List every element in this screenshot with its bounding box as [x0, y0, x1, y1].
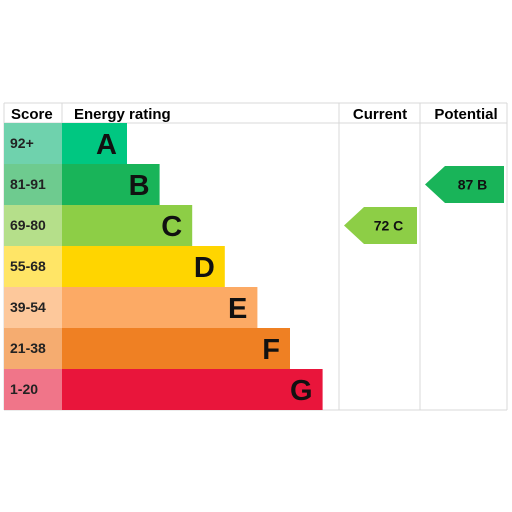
band-bar-f	[62, 328, 290, 369]
band-bar-e	[62, 287, 258, 328]
score-cell-f	[4, 328, 62, 369]
header-energy-rating: Energy rating	[74, 106, 171, 123]
band-letter-b: B	[129, 170, 150, 202]
band-bar-g	[62, 369, 323, 410]
band-bar-a	[62, 123, 127, 164]
score-cell-b	[4, 164, 62, 205]
band-letter-c: C	[161, 211, 182, 243]
band-letter-e: E	[228, 293, 247, 325]
band-letter-a: A	[96, 129, 117, 161]
header-current: Current	[353, 106, 407, 123]
current-rating-arrow	[344, 207, 417, 244]
band-bar-d	[62, 246, 225, 287]
score-cell-g	[4, 369, 62, 410]
score-cell-c	[4, 205, 62, 246]
score-label-a: 92+	[10, 135, 34, 151]
score-cell-e	[4, 287, 62, 328]
score-label-e: 39-54	[10, 299, 46, 315]
rating-indicators: 72 C 87 B	[344, 166, 504, 244]
header-potential: Potential	[434, 106, 497, 123]
score-label-f: 21-38	[10, 340, 46, 356]
rating-bands: 92+ A 81-91 B 69-80 C 55-68 D 39-54 E 21-38 F 1-20 G	[4, 123, 323, 410]
score-label-d: 55-68	[10, 258, 46, 274]
score-label-g: 1-20	[10, 381, 38, 397]
band-letter-g: G	[290, 375, 313, 407]
band-letter-d: D	[194, 252, 215, 284]
score-label-b: 81-91	[10, 176, 46, 192]
header-score: Score	[11, 106, 53, 123]
band-bar-b	[62, 164, 160, 205]
score-cell-a	[4, 123, 62, 164]
band-letter-f: F	[262, 334, 280, 366]
potential-rating-arrow	[425, 166, 504, 203]
current-rating-label: 72 C	[374, 218, 404, 234]
potential-rating-label: 87 B	[458, 177, 488, 193]
score-label-c: 69-80	[10, 217, 46, 233]
score-cell-d	[4, 246, 62, 287]
band-bar-c	[62, 205, 193, 246]
